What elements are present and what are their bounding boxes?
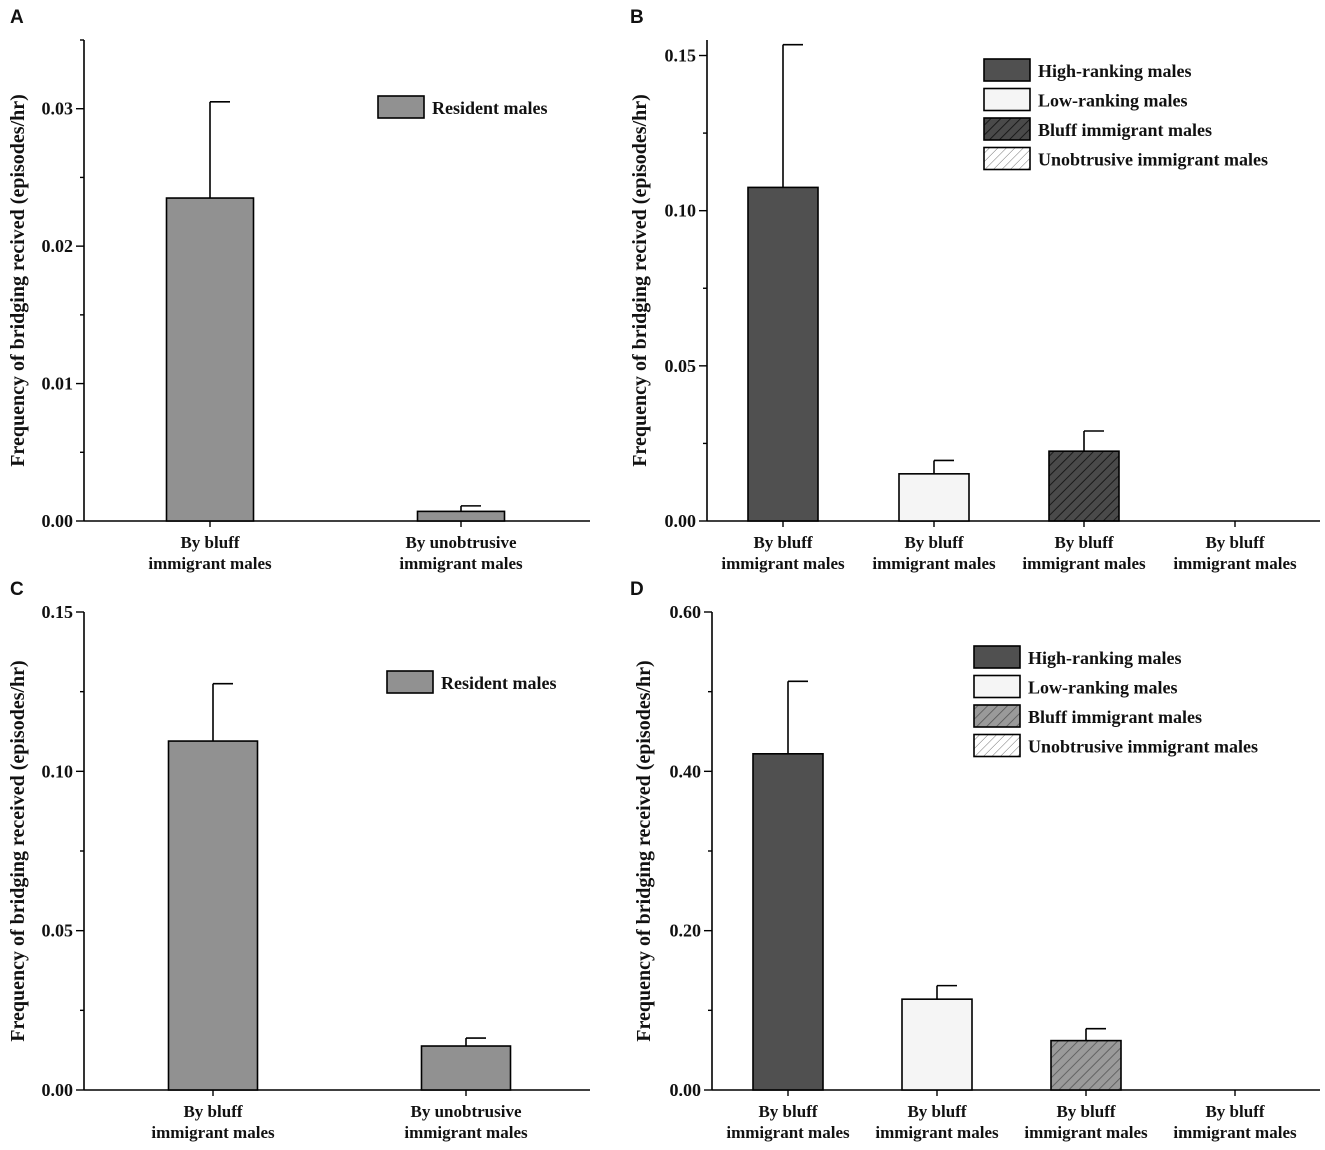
chart-panel-d: D 0.00 0.20 0.40 0.60 Frequency of bridging r…: [630, 579, 1320, 1142]
y-tick-label: 0.10: [665, 201, 697, 221]
panel-letter: D: [630, 579, 644, 600]
panel-letter: A: [10, 7, 24, 28]
legend: High-ranking males Low-ranking males Bluff…: [983, 58, 1268, 171]
panel-letter: B: [630, 7, 644, 28]
x-category-label: By bluff: [904, 533, 963, 552]
legend-label: Unobtrusive immigrant males: [1038, 150, 1268, 170]
y-tick-label: 0.00: [670, 1080, 702, 1100]
bar: [416, 510, 506, 522]
y-tick-label: 0.15: [665, 46, 697, 66]
x-category-label: By bluff: [758, 1102, 817, 1121]
legend-swatch: [983, 117, 1031, 141]
bar: [898, 473, 970, 522]
legend-label: Low-ranking males: [1038, 91, 1188, 111]
x-category-label: immigrant males: [404, 1123, 528, 1142]
bar: [420, 1045, 512, 1091]
x-category-label: immigrant males: [726, 1123, 850, 1142]
x-category-label: immigrant males: [151, 1123, 275, 1142]
x-category-label: immigrant males: [1024, 1123, 1148, 1142]
x-category-label: By unobtrusive: [411, 1102, 522, 1121]
legend-label: Resident males: [432, 98, 548, 118]
y-axis-title: Frequency of bridging recived (episodes/…: [7, 94, 29, 467]
x-category-label: immigrant males: [399, 554, 523, 573]
x-category-label: By bluff: [183, 1102, 242, 1121]
y-axis-title: Frequency of bridging received (episodes…: [633, 660, 655, 1041]
legend-swatch: [983, 146, 1031, 171]
x-category-label: By unobtrusive: [406, 533, 517, 552]
bar: [752, 753, 824, 1091]
bar: [1050, 1039, 1122, 1091]
legend-swatch: [983, 87, 1031, 112]
legend-swatch: [973, 674, 1021, 699]
y-axis-title: Frequency of bridging received (episodes…: [7, 660, 29, 1041]
legend-label: Bluff immigrant males: [1028, 707, 1202, 727]
x-category-label: By bluff: [1056, 1102, 1115, 1121]
legend-swatch: [973, 704, 1021, 728]
y-tick-label: 0.10: [42, 761, 74, 781]
x-category-label: By bluff: [1205, 1102, 1264, 1121]
chart-panel-a: A 0.00 0.01 0.02 0.03 Frequency of bridging r…: [7, 7, 590, 573]
x-category-label: immigrant males: [148, 554, 272, 573]
bar: [1048, 450, 1120, 522]
bar: [167, 740, 259, 1091]
y-tick-label: 0.00: [42, 511, 74, 531]
y-tick-label: 0.60: [670, 602, 702, 622]
bar: [747, 186, 819, 522]
bar: [165, 197, 255, 522]
y-tick-label: 0.05: [42, 921, 74, 941]
y-tick-label: 0.15: [42, 602, 74, 622]
bar: [901, 998, 973, 1091]
x-category-label: By bluff: [180, 533, 239, 552]
legend: Resident males: [377, 95, 548, 119]
x-category-label: immigrant males: [872, 554, 996, 573]
y-tick-label: 0.40: [670, 761, 702, 781]
y-axis-title: Frequency of bridging recived (episodes/…: [629, 94, 651, 467]
panel-letter: C: [10, 579, 24, 600]
x-category-label: immigrant males: [721, 554, 845, 573]
legend-label: Bluff immigrant males: [1038, 120, 1212, 140]
y-tick-label: 0.00: [665, 511, 697, 531]
x-category-label: immigrant males: [875, 1123, 999, 1142]
y-tick-label: 0.03: [42, 99, 74, 119]
legend: Resident males: [386, 670, 557, 694]
legend-swatch: [377, 95, 425, 119]
chart-panel-b: B 0.00 0.05 0.10 0.15 Frequency of bridging r…: [629, 7, 1320, 573]
x-category-label: By bluff: [1054, 533, 1113, 552]
y-tick-label: 0.01: [42, 374, 74, 394]
legend-label: Low-ranking males: [1028, 678, 1178, 698]
legend-swatch: [973, 733, 1021, 758]
y-tick-label: 0.20: [670, 921, 702, 941]
y-tick-label: 0.00: [42, 1080, 74, 1100]
x-category-label: By bluff: [1205, 533, 1264, 552]
y-tick-label: 0.05: [665, 356, 697, 376]
x-category-label: immigrant males: [1173, 1123, 1297, 1142]
x-category-label: By bluff: [753, 533, 812, 552]
y-tick-label: 0.02: [42, 236, 74, 256]
legend-label: High-ranking males: [1038, 61, 1192, 81]
legend: High-ranking males Low-ranking males Bluff…: [973, 645, 1258, 758]
legend-label: Unobtrusive immigrant males: [1028, 737, 1258, 757]
legend-label: High-ranking males: [1028, 648, 1182, 668]
x-category-label: immigrant males: [1022, 554, 1146, 573]
legend-swatch: [386, 670, 434, 694]
chart-panel-c: C 0.00 0.05 0.10 0.15 Frequency of bridging r…: [7, 579, 590, 1142]
legend-label: Resident males: [441, 673, 557, 693]
x-category-label: By bluff: [907, 1102, 966, 1121]
legend-swatch: [973, 645, 1021, 669]
legend-swatch: [983, 58, 1031, 82]
x-category-label: immigrant males: [1173, 554, 1297, 573]
